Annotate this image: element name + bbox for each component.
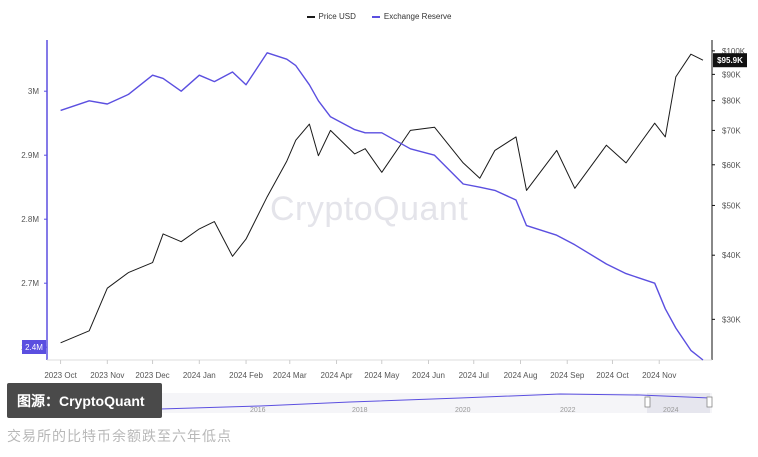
x-tick-label: 2024 Jul	[459, 371, 489, 380]
legend-item-price[interactable]: Price USD	[306, 12, 356, 21]
x-tick-label: 2024 Sep	[550, 371, 585, 380]
right-tick-label: $30K	[722, 315, 741, 324]
figure-caption: 交易所的比特币余额跌至六年低点	[7, 428, 232, 444]
series-layer	[60, 52, 704, 361]
price-legend-swatch	[306, 15, 315, 18]
right-tick-label: $70K	[722, 126, 741, 135]
navigator-right-handle	[706, 396, 713, 408]
navigator-left-handle	[644, 396, 651, 408]
left-tick-label: 2.9M	[21, 151, 39, 160]
right-axis: $100K $90K $80K $70K $60K $50K $40K $30K	[711, 40, 746, 360]
right-tick-label: $90K	[722, 70, 741, 79]
x-tick-label: 2023 Oct	[44, 371, 77, 380]
navigator-year-label: 2020	[455, 407, 471, 414]
range-navigator[interactable]: 2016 2018 2020 2022 2024	[49, 393, 713, 414]
right-tick-label: $60K	[722, 161, 741, 170]
badge-layer: 2.4M $95.9K	[22, 53, 747, 354]
right-tick-label: $50K	[722, 201, 741, 210]
legend-item-reserve[interactable]: Exchange Reserve	[371, 12, 452, 21]
legend: Price USD Exchange Reserve	[0, 12, 758, 21]
price-value-badge	[713, 53, 747, 68]
legend-label-reserve: Exchange Reserve	[383, 12, 452, 21]
reserve-value-label: 2.4M	[25, 343, 43, 352]
x-tick-label: 2024 Apr	[321, 371, 353, 380]
x-tick-label: 2023 Nov	[90, 371, 124, 380]
right-tick-label: $40K	[722, 251, 741, 260]
source-caption-badge: 图源：CryptoQuant	[7, 383, 162, 418]
x-tick-label: 2024 Aug	[504, 371, 538, 380]
navigator-selection	[647, 393, 710, 413]
reserve-value-badge	[22, 340, 46, 354]
price-line	[60, 53, 704, 344]
navigator-line	[49, 393, 711, 412]
navigator-year-label: 2018	[352, 407, 368, 414]
x-tick-label: 2024 May	[364, 371, 399, 380]
legend-label-price: Price USD	[318, 12, 356, 21]
x-tick-label: 2024 Feb	[229, 371, 263, 380]
x-tick-label: 2024 Oct	[596, 371, 629, 380]
navigator-track	[50, 393, 712, 413]
reserve-legend-swatch	[371, 15, 380, 18]
exchange-reserve-line	[60, 52, 704, 361]
watermark: CryptoQuant	[270, 190, 469, 228]
right-tick-label: $100K	[722, 47, 746, 56]
navigator-year-label: 2016	[250, 407, 266, 414]
price-value-label: $95.9K	[717, 56, 743, 65]
x-tick-label: 2024 Jan	[183, 371, 216, 380]
left-axis: 3M2.9M2.8M2.7M2.6M	[21, 40, 48, 360]
right-tick-label: $80K	[722, 97, 741, 106]
x-axis: 2023 Oct 2023 Nov 2023 Dec 2024 Jan 2024 Feb…	[44, 359, 712, 380]
navigator-year-label: 2022	[560, 407, 576, 414]
left-tick-label: 3M	[28, 87, 39, 96]
navigator-year-label: 2024	[663, 407, 679, 414]
x-tick-label: 2024 Mar	[273, 371, 307, 380]
left-tick-label: 2.8M	[21, 215, 39, 224]
left-tick-label: 2.7M	[21, 279, 39, 288]
x-tick-label: 2024 Jun	[412, 371, 445, 380]
x-tick-label: 2023 Dec	[135, 371, 169, 380]
x-tick-label: 2024 Nov	[642, 371, 676, 380]
